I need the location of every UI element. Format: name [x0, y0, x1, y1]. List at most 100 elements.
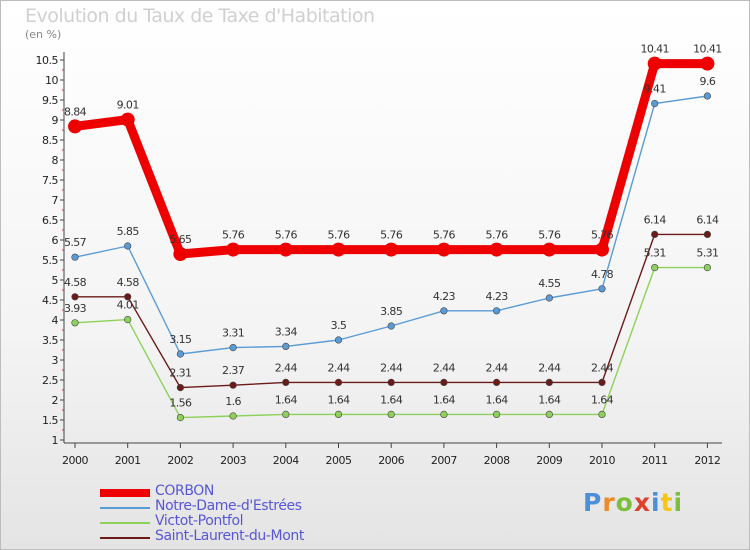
data-label: 5.76 [433, 229, 456, 242]
x-tick-label: 2000 [62, 454, 88, 467]
proxiti-logo: Proxiti [583, 488, 683, 517]
data-point [493, 307, 501, 315]
data-label: 5.76 [538, 229, 561, 242]
data-point [651, 99, 659, 108]
data-label: 5.65 [169, 233, 192, 246]
data-label: 8.84 [64, 105, 87, 118]
x-tick-label: 2002 [167, 454, 193, 467]
data-point [124, 242, 132, 250]
data-point [387, 322, 395, 330]
logo-letter: x [633, 488, 651, 517]
data-point [440, 378, 448, 387]
data-label: 1.64 [327, 393, 350, 406]
data-label: 6.14 [696, 213, 719, 226]
x-tick-label: 2010 [589, 454, 615, 467]
y-tick-label: 3 [52, 354, 59, 367]
series-victot-pontfol [71, 264, 712, 422]
legend-swatch [100, 489, 150, 497]
data-point [440, 410, 448, 419]
data-label: 1.64 [380, 393, 403, 406]
series-notre-dame-d-estr-es [71, 92, 712, 358]
logo-letter: o [615, 488, 634, 517]
data-point [440, 307, 448, 315]
legend-swatch [100, 537, 150, 539]
data-point [700, 56, 715, 71]
data-point [176, 350, 184, 358]
data-point [489, 242, 504, 257]
x-tick-label: 2003 [220, 454, 246, 467]
data-label: 5.76 [327, 229, 350, 242]
data-point [545, 294, 553, 302]
data-label: 1.64 [275, 393, 298, 406]
data-label: 2.44 [538, 361, 561, 374]
data-point [598, 378, 606, 387]
data-label: 3.93 [64, 302, 87, 315]
x-tick-label: 2007 [431, 454, 457, 467]
data-label: 3.15 [169, 333, 192, 346]
y-tick-label: 8 [52, 154, 59, 167]
data-label: 2.44 [433, 361, 456, 374]
data-label: 1.64 [591, 393, 614, 406]
series-line [70, 59, 712, 259]
data-label: 2.44 [591, 361, 614, 374]
series-saint-laurent-du-mont [71, 230, 712, 392]
data-point [598, 410, 606, 419]
data-label: 4.23 [433, 290, 456, 303]
data-label: 5.76 [222, 229, 245, 242]
chart-title: Evolution du Taux de Taxe d'Habitation [25, 5, 375, 27]
legend-label: Victot-Pontfol [155, 513, 244, 529]
data-label: 1.64 [433, 393, 456, 406]
data-point [493, 378, 501, 387]
data-point [124, 293, 132, 301]
data-label: 5.76 [275, 229, 298, 242]
y-unit-label: (en %) [25, 28, 62, 41]
data-label: 1.64 [538, 393, 561, 406]
data-point [598, 285, 606, 293]
data-label: 6.14 [644, 213, 667, 226]
data-point [545, 410, 553, 419]
data-label: 1.56 [169, 397, 192, 410]
data-label: 5.76 [380, 229, 403, 242]
legend-label: Saint-Laurent-du-Mont [155, 528, 304, 544]
y-tick-label: 1 [52, 434, 59, 447]
data-point [703, 230, 712, 238]
logo-letter: r [602, 488, 616, 517]
y-tick-label: 2.5 [42, 374, 58, 387]
x-tick-label: 2006 [378, 454, 404, 467]
data-point [647, 56, 662, 71]
data-label: 2.44 [275, 361, 298, 374]
y-tick-label: 4 [52, 314, 59, 327]
data-label: 3.31 [222, 327, 244, 340]
data-point [124, 316, 132, 324]
data-point [387, 378, 395, 387]
data-label: 2.44 [327, 361, 350, 374]
x-tick-label: 2004 [273, 454, 299, 467]
data-label: 5.31 [644, 247, 666, 260]
y-tick-label: 6 [52, 234, 59, 247]
x-tick-label: 2012 [694, 454, 720, 467]
data-label: 5.31 [696, 247, 718, 260]
data-point [226, 242, 241, 257]
data-point [334, 378, 343, 387]
data-label: 2.37 [222, 364, 245, 377]
data-label: 9.41 [644, 83, 666, 96]
y-tick-label: 9.5 [42, 94, 58, 107]
y-tick-label: 6.5 [42, 214, 58, 227]
data-label: 5.57 [64, 236, 87, 249]
data-label: 4.01 [117, 299, 139, 312]
y-tick-label: 3.5 [42, 334, 58, 347]
data-point [71, 293, 79, 301]
data-point [282, 410, 290, 419]
data-label: 3.34 [275, 325, 298, 338]
data-point [173, 247, 188, 261]
data-label: 10.41 [693, 43, 722, 56]
series-corbon [68, 56, 715, 261]
data-label: 2.44 [380, 361, 403, 374]
y-tick-label: 7 [52, 194, 59, 207]
data-point [387, 410, 395, 419]
logo-letter: i [673, 488, 684, 517]
data-label: 5.76 [486, 229, 509, 242]
data-point [71, 319, 79, 327]
data-point [229, 381, 237, 389]
y-tick-label: 8.5 [42, 134, 58, 147]
